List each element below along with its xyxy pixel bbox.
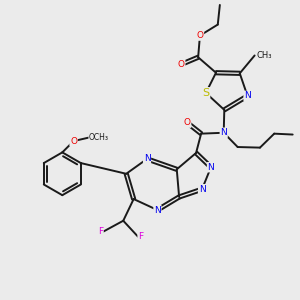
Text: N: N bbox=[220, 128, 227, 137]
Text: N: N bbox=[154, 206, 161, 214]
Text: N: N bbox=[244, 92, 251, 100]
Text: N: N bbox=[199, 185, 206, 194]
Text: F: F bbox=[138, 232, 143, 241]
Text: CH₃: CH₃ bbox=[257, 51, 272, 60]
Text: OCH₃: OCH₃ bbox=[89, 133, 109, 142]
Text: O: O bbox=[196, 31, 203, 40]
Text: O: O bbox=[70, 136, 77, 146]
Text: N: N bbox=[208, 163, 214, 172]
Text: O: O bbox=[184, 118, 191, 127]
Text: F: F bbox=[98, 227, 103, 236]
Text: S: S bbox=[202, 88, 209, 98]
Text: N: N bbox=[144, 154, 150, 164]
Text: O: O bbox=[178, 60, 185, 69]
